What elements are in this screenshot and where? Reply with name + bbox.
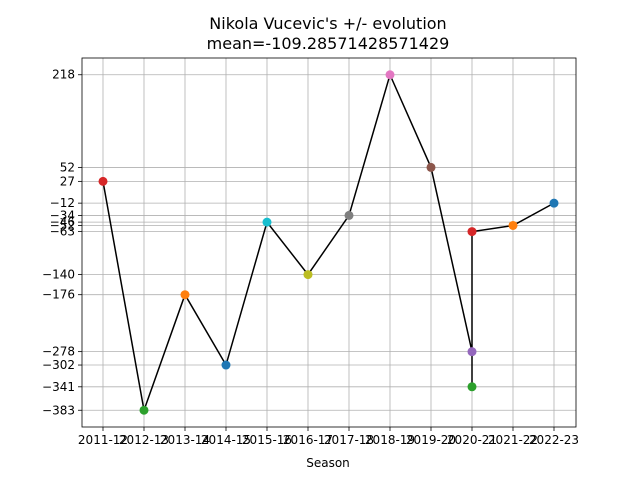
y-tick-label: −302 bbox=[42, 358, 75, 372]
y-tick-label: −176 bbox=[42, 288, 75, 302]
y-tick-label: −341 bbox=[42, 380, 75, 394]
y-tick-label: −383 bbox=[42, 403, 75, 417]
series-line-group bbox=[102, 72, 555, 414]
data-point bbox=[426, 162, 436, 172]
y-tick-label: 52 bbox=[60, 160, 75, 174]
y-tick-label: −34 bbox=[50, 208, 75, 222]
x-tick-label: 2019-20 bbox=[406, 433, 456, 447]
data-point bbox=[180, 290, 190, 300]
y-tick-label: −63 bbox=[50, 225, 75, 239]
x-tick-label: 2015-16 bbox=[242, 433, 292, 447]
data-point bbox=[549, 198, 559, 208]
data-point bbox=[303, 270, 313, 280]
x-tick-label: 2018-19 bbox=[365, 433, 415, 447]
data-point bbox=[221, 360, 231, 370]
x-tick-label: 2016-17 bbox=[283, 433, 333, 447]
data-point bbox=[467, 227, 477, 237]
y-tick-label: −52 bbox=[50, 218, 75, 232]
data-point bbox=[467, 347, 477, 357]
y-tick-label: −46 bbox=[50, 215, 75, 229]
x-tick-label: 2020-21 bbox=[447, 433, 497, 447]
x-tick-label: 2021-22 bbox=[488, 433, 538, 447]
y-tick-label: −12 bbox=[50, 196, 75, 210]
y-tick-label: −140 bbox=[42, 268, 75, 282]
x-tick-label: 2022-23 bbox=[529, 433, 579, 447]
point-group bbox=[98, 70, 559, 415]
data-point bbox=[139, 405, 149, 415]
data-point bbox=[344, 210, 354, 220]
x-tick-label: 2017-18 bbox=[324, 433, 374, 447]
chart-title: Nikola Vucevic's +/- evolution bbox=[209, 14, 446, 33]
x-axis-label: Season bbox=[306, 456, 350, 470]
chart-subtitle: mean=-109.28571428571429 bbox=[207, 34, 450, 53]
x-tick-label: 2013-14 bbox=[160, 433, 210, 447]
y-tick-label: 27 bbox=[60, 174, 75, 188]
grid bbox=[82, 58, 576, 427]
data-point bbox=[262, 217, 272, 227]
data-point bbox=[467, 382, 477, 392]
x-tick-label: 2014-15 bbox=[201, 433, 251, 447]
x-tick-label: 2012-13 bbox=[119, 433, 169, 447]
x-tick-label: 2011-12 bbox=[78, 433, 128, 447]
data-point bbox=[385, 70, 395, 80]
y-tick-label: −278 bbox=[42, 345, 75, 359]
series-line bbox=[102, 72, 555, 414]
plot-frame bbox=[81, 57, 577, 428]
data-point bbox=[98, 176, 108, 186]
data-point bbox=[508, 220, 518, 230]
x-axis: 2011-122012-132013-142014-152015-162016-… bbox=[78, 427, 579, 447]
y-tick-label: 218 bbox=[52, 68, 75, 82]
